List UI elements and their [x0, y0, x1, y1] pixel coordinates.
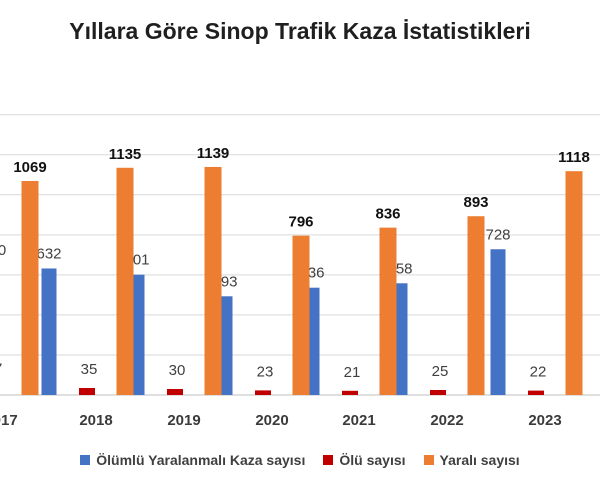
x-tick-2019: 2019 [167, 412, 200, 429]
x-tick-2017: 2017 [0, 412, 18, 429]
x-tick-2018: 2018 [79, 412, 112, 429]
x-tick-2022: 2022 [430, 412, 463, 429]
bar-2020-series-2 [292, 235, 310, 395]
x-tick-2021: 2021 [342, 412, 375, 429]
data-label-2018-series-1: 35 [81, 361, 98, 378]
bar-2022-series-2 [467, 216, 485, 395]
bar-2023-series-1 [528, 390, 544, 395]
data-label-2023-series-1: 22 [530, 364, 547, 381]
data-label-2023-series-0: 728 [485, 226, 510, 243]
data-label-2023-series-2: 1118 [558, 149, 590, 166]
data-label-2021-series-2: 836 [375, 206, 400, 223]
bar-2018-series-0 [41, 268, 57, 395]
bar-2021-series-1 [342, 390, 358, 395]
data-label-2019-series-2: 1139 [197, 145, 230, 162]
legend-label: Yaralı sayısı [439, 452, 520, 468]
bar-2022-series-1 [430, 389, 446, 395]
data-label-2018-series-0: 632 [36, 245, 61, 262]
bar-2018-series-1 [79, 387, 95, 395]
data-label-2017-series-0: 0 [0, 242, 6, 259]
data-label-2017-series-2: 1069 [13, 159, 46, 176]
data-label-2017-series-1: 37 [0, 361, 2, 378]
legend-item-0: Ölümlü Yaralanmalı Kaza sayısı [80, 452, 305, 468]
bar-2019-series-2 [204, 166, 222, 395]
data-label-2022-series-1: 25 [432, 363, 449, 380]
data-label-2018-series-2: 1135 [109, 146, 142, 163]
legend-item-1: Ölü sayısı [323, 452, 406, 468]
legend-swatch [423, 455, 434, 465]
bar-2020-series-1 [255, 390, 271, 395]
data-label-2021-series-1: 21 [344, 364, 361, 381]
x-tick-2020: 2020 [255, 412, 288, 429]
legend: Ölümlü Yaralanmalı Kaza sayısı Ölü sayısı… [0, 452, 600, 468]
legend-swatch [323, 455, 334, 465]
data-label-2020-series-2: 796 [288, 214, 313, 231]
data-label-2019-series-1: 30 [169, 362, 186, 379]
chart-title: Yıllara Göre Sinop Trafik Kaza İstatisti… [69, 18, 531, 44]
legend-swatch [80, 455, 91, 465]
data-label-2022-series-2: 893 [463, 194, 488, 211]
bar-chart: 0632601493536558728373530232125221069113… [0, 114, 600, 429]
legend-label: Ölümlü Yaralanmalı Kaza sayısı [96, 452, 306, 468]
x-tick-2023: 2023 [528, 412, 561, 429]
bar-2018-series-2 [116, 167, 134, 395]
bar-2023-series-2 [565, 171, 583, 395]
bar-2023-series-0 [490, 249, 506, 395]
bar-2019-series-1 [167, 388, 183, 395]
bar-2021-series-2 [379, 227, 397, 395]
data-label-2020-series-1: 23 [257, 363, 274, 380]
bar-2017-series-2 [21, 180, 39, 395]
legend-item-2: Yaralı sayısı [423, 452, 520, 468]
legend-label: Ölü sayısı [339, 452, 406, 468]
